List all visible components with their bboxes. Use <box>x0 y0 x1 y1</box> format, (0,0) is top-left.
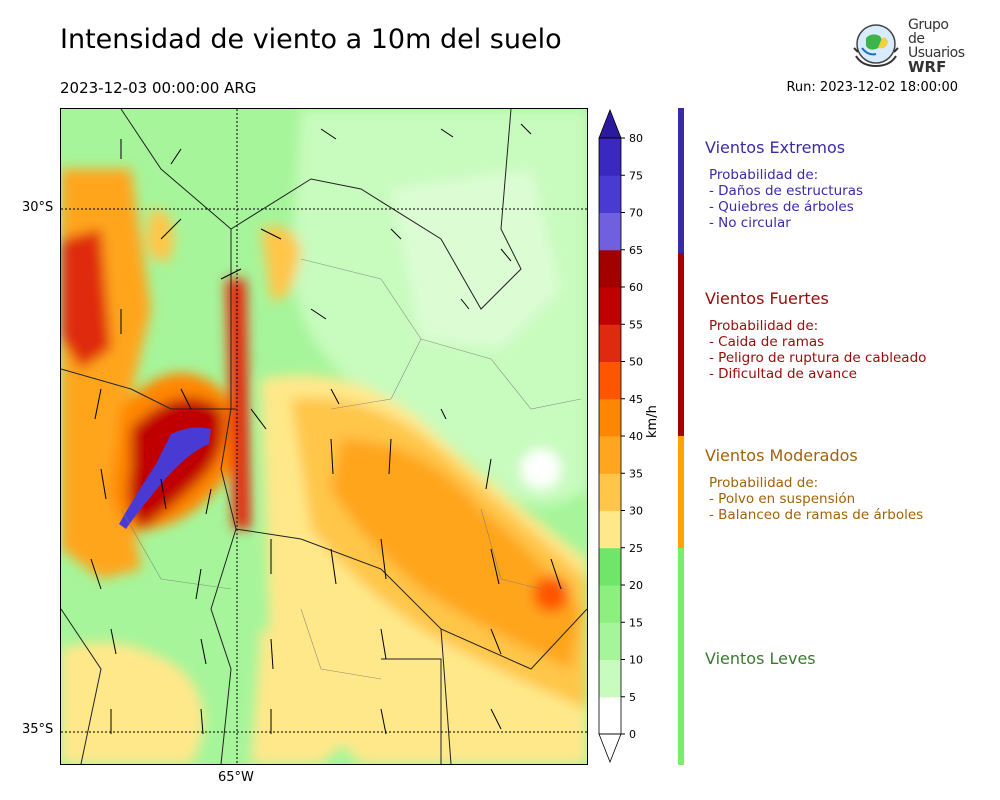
colorbar-tick-label: 60 <box>629 281 643 294</box>
colorbar-bin <box>599 212 621 251</box>
logo-text: Grupo de Usuarios WRF <box>908 17 965 76</box>
category-description: Probabilidad de: - Daños de estructuras … <box>709 167 864 231</box>
colorbar-tick-label: 25 <box>629 542 643 555</box>
category-title: Vientos Fuertes <box>705 289 829 308</box>
colorbar-scale: 0 5 10 15 20 25 30 35 40 45 50 55 60 65 70 75 80 <box>598 108 643 764</box>
province-borders <box>61 109 587 764</box>
category-strong: Vientos Fuertes Probabilidad de: - Caida… <box>705 289 926 382</box>
category-extreme: Vientos Extremos Probabilidad de: - Daño… <box>705 138 863 231</box>
colorbar-bin <box>599 622 621 660</box>
colorbar-bin <box>599 436 621 474</box>
colorbar-tick-label: 15 <box>629 616 643 629</box>
colorbar-tick-label: 45 <box>629 393 643 406</box>
colorbar-tick-label: 65 <box>629 244 643 257</box>
moderate-category-bar <box>678 436 684 548</box>
colorbar-bin <box>599 398 621 437</box>
colorbar-tick-label: 10 <box>629 654 643 667</box>
strong-category-bar <box>678 253 684 436</box>
globe-logo-icon <box>853 24 899 68</box>
wind-vectors <box>90 123 562 735</box>
colorbar-bin <box>599 473 621 511</box>
colorbar-bin <box>599 696 621 735</box>
colorbar-tick-label: 70 <box>629 207 643 220</box>
extreme-wind-area <box>119 427 211 529</box>
valid-datetime: 2023-12-03 00:00:00 ARG <box>60 79 257 97</box>
light-category-bar <box>678 548 684 765</box>
colorbar-units: km/h <box>645 405 660 438</box>
extreme-category-bar <box>678 108 684 253</box>
wind-map <box>60 108 588 765</box>
colorbar-tick-label: 75 <box>629 169 643 182</box>
colorbar-tick-label: 30 <box>629 505 643 518</box>
graticule <box>61 109 587 764</box>
colorbar: 0 5 10 15 20 25 30 35 40 45 50 55 60 65 70 75 80 <box>596 108 656 768</box>
category-title: Vientos Moderados <box>705 446 858 465</box>
colorbar-tick-label: 80 <box>629 132 643 145</box>
lat-label-30s: 30°S <box>22 200 54 215</box>
category-light: Vientos Leves <box>705 649 816 668</box>
colorbar-tick-label: 5 <box>629 691 636 704</box>
colorbar-bin <box>599 510 621 549</box>
colorbar-extend-top <box>598 108 622 139</box>
colorbar-tick-label: 20 <box>629 579 643 592</box>
colorbar-bin <box>599 175 621 213</box>
colorbar-tick-label: 0 <box>629 728 636 741</box>
lat-label-35s: 35°S <box>22 722 54 737</box>
wind-field <box>61 109 587 764</box>
colorbar-extend-bottom <box>598 733 622 764</box>
colorbar-bin <box>599 659 621 698</box>
category-description: Probabilidad de: - Polvo en suspensión -… <box>709 475 924 523</box>
colorbar-tick-label: 55 <box>629 318 643 331</box>
colorbar-bin <box>599 547 621 586</box>
category-title: Vientos Extremos <box>705 138 846 157</box>
colorbar-bin <box>599 361 621 400</box>
category-title: Vientos Leves <box>705 649 816 668</box>
wrf-logo: Grupo de Usuarios WRF <box>848 18 968 75</box>
colorbar-bin <box>599 249 621 288</box>
colorbar-tick-label: 40 <box>629 430 643 443</box>
colorbar-bin <box>599 287 621 325</box>
lon-label-65w: 65°W <box>218 770 254 785</box>
colorbar-tick-label: 35 <box>629 467 643 480</box>
category-moderate: Vientos Moderados Probabilidad de: - Pol… <box>705 446 923 523</box>
colorbar-bin <box>599 138 621 176</box>
chart-title: Intensidad de viento a 10m del suelo <box>60 24 562 55</box>
colorbar-bin <box>599 585 621 623</box>
colorbar-bin <box>599 324 621 362</box>
category-description: Probabilidad de: - Caida de ramas - Peli… <box>709 318 927 382</box>
colorbar-tick-label: 50 <box>629 356 643 369</box>
run-time: Run: 2023-12-02 18:00:00 <box>786 80 958 95</box>
